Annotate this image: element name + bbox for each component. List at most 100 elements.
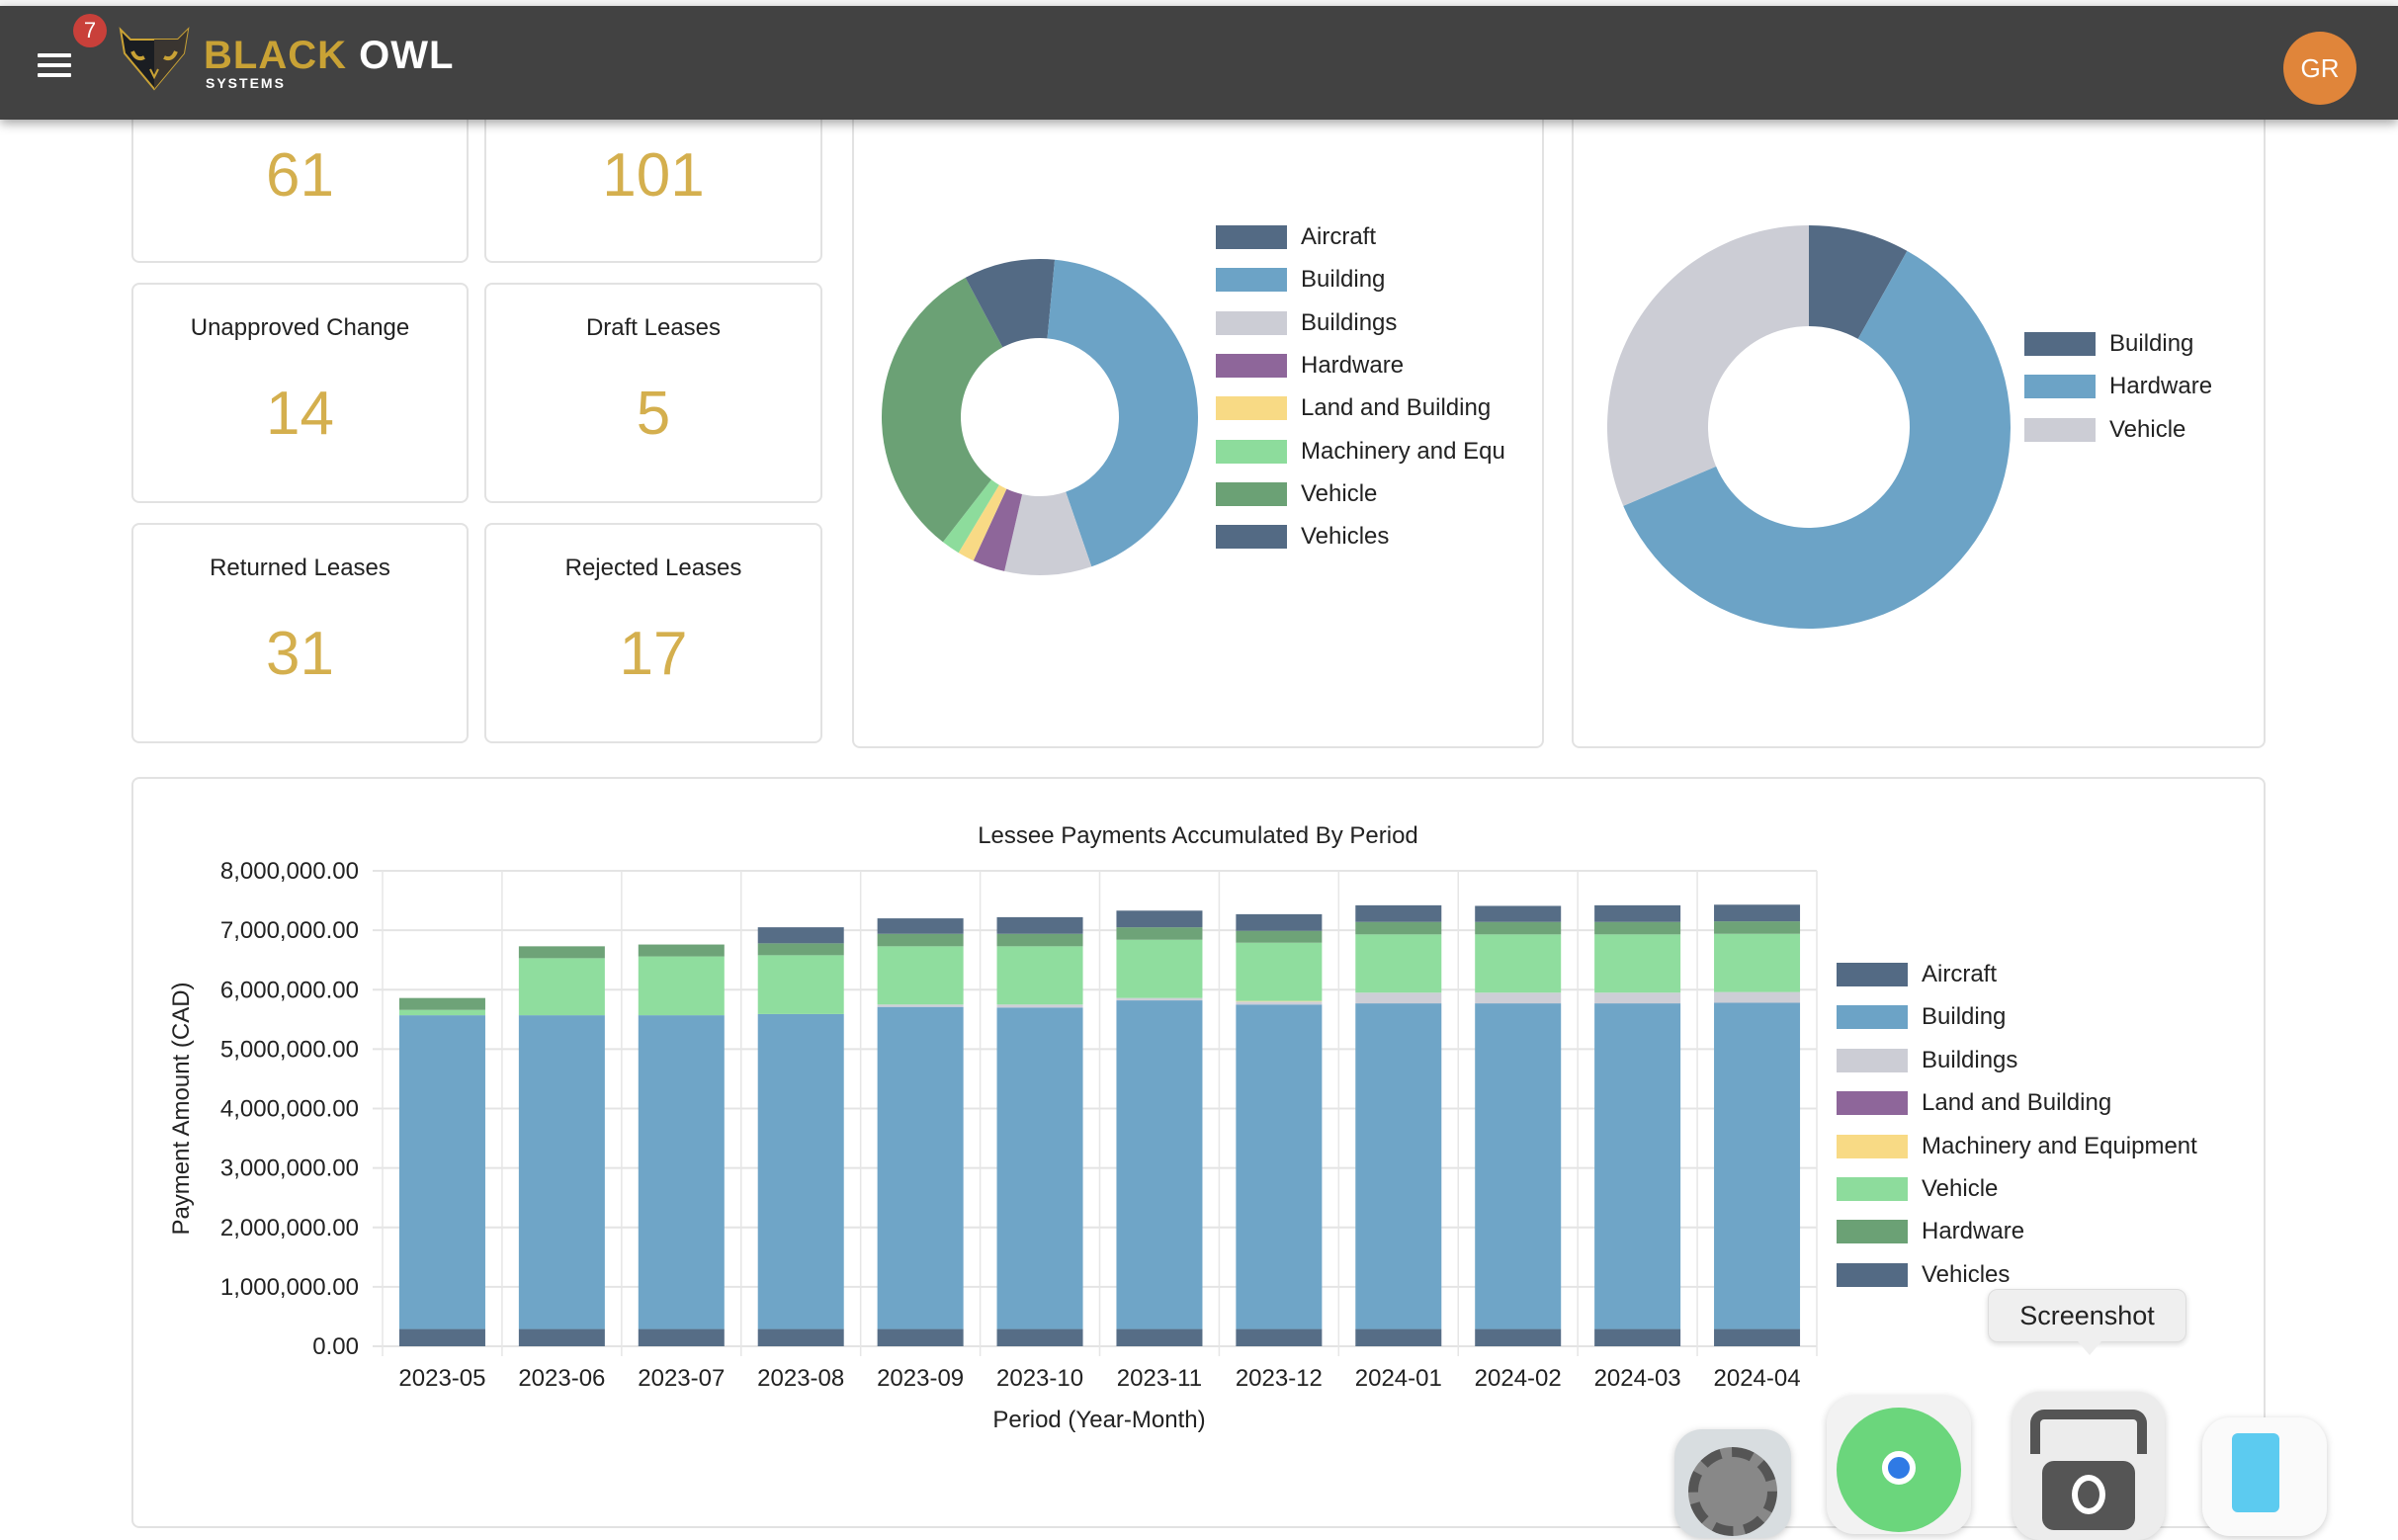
donut-slice-vehicles[interactable] — [965, 259, 1040, 348]
legend-item[interactable]: Vehicle — [1837, 1175, 1998, 1203]
bar-segment-building[interactable] — [1236, 1004, 1323, 1329]
user-avatar[interactable]: GR — [2283, 32, 2356, 105]
bar-segment-vehicles[interactable] — [1236, 913, 1323, 931]
bar-segment-vehicle[interactable] — [1355, 934, 1442, 993]
bar-segment-aircraft[interactable] — [1714, 1328, 1801, 1346]
bar-segment-vehicles[interactable] — [1116, 910, 1203, 928]
bar-segment-buildings[interactable] — [1355, 992, 1442, 1004]
legend-item[interactable]: Hardware — [1216, 352, 1404, 380]
legend-item[interactable]: Building — [1216, 266, 1385, 294]
bar-segment-building[interactable] — [757, 1013, 844, 1329]
notification-badge[interactable]: 7 — [73, 14, 107, 47]
bar-segment-vehicles[interactable] — [1355, 904, 1442, 922]
legend-item[interactable]: Vehicle — [1216, 480, 1377, 508]
bar-segment-buildings[interactable] — [1475, 992, 1562, 1004]
bar-segment-vehicle[interactable] — [638, 956, 725, 1016]
bar-segment-hardware[interactable] — [1116, 927, 1203, 940]
bar-segment-vehicle[interactable] — [1475, 934, 1562, 993]
legend-item[interactable]: Aircraft — [1216, 223, 1376, 251]
bar-segment-building[interactable] — [1714, 1002, 1801, 1329]
bar-segment-hardware[interactable] — [1475, 921, 1562, 935]
bar-segment-aircraft[interactable] — [1355, 1328, 1442, 1346]
bar-segment-building[interactable] — [1355, 1003, 1442, 1329]
legend-item[interactable]: Land and Building — [1837, 1089, 2111, 1117]
bar-segment-building[interactable] — [518, 1015, 605, 1329]
bar-segment-building[interactable] — [1116, 1000, 1203, 1329]
bar-segment-buildings[interactable] — [1116, 997, 1203, 1001]
bar-segment-buildings[interactable] — [1714, 991, 1801, 1003]
find-my-dock-icon[interactable] — [1827, 1396, 1971, 1534]
donut-slice-vehicle[interactable] — [1607, 225, 1809, 506]
bar-segment-aircraft[interactable] — [996, 1328, 1083, 1346]
legend-item[interactable]: Buildings — [1837, 1047, 2017, 1074]
bar-segment-hardware[interactable] — [398, 997, 485, 1010]
bar-segment-buildings[interactable] — [996, 1004, 1083, 1008]
hamburger-menu-icon[interactable] — [38, 53, 71, 79]
logo[interactable]: BLACK OWL SYSTEMS — [117, 26, 454, 91]
legend-item[interactable]: Building — [2024, 330, 2193, 358]
legend-item[interactable]: Vehicle — [2024, 416, 2185, 444]
bar-segment-aircraft[interactable] — [1116, 1328, 1203, 1346]
bar-segment-vehicle[interactable] — [996, 946, 1083, 1005]
screenshot-dock-icon[interactable] — [2013, 1392, 2165, 1540]
bar-segment-aircraft[interactable] — [518, 1328, 605, 1346]
bar-segment-hardware[interactable] — [1236, 930, 1323, 943]
bar-segment-hardware[interactable] — [1594, 921, 1681, 935]
bar-segment-aircraft[interactable] — [1236, 1328, 1323, 1346]
donut-slice-land-and-building[interactable] — [958, 484, 1007, 561]
legend-item[interactable]: Vehicles — [1216, 523, 1389, 551]
system-settings-dock-icon[interactable] — [1674, 1429, 1791, 1538]
bar-segment-vehicle[interactable] — [1236, 942, 1323, 1001]
donut-slice-buildings[interactable] — [1004, 491, 1092, 575]
bar-segment-aircraft[interactable] — [638, 1328, 725, 1346]
bar-segment-machinery-and-equipment[interactable] — [1236, 1000, 1323, 1002]
bar-segment-vehicle[interactable] — [398, 1009, 485, 1016]
bar-segment-aircraft[interactable] — [757, 1328, 844, 1346]
bar-segment-aircraft[interactable] — [1475, 1328, 1562, 1346]
bar-segment-vehicles[interactable] — [757, 927, 844, 944]
bar-segment-hardware[interactable] — [877, 933, 964, 947]
bar-segment-vehicles[interactable] — [996, 916, 1083, 934]
bar-segment-vehicle[interactable] — [757, 955, 844, 1014]
kpi-card-returned-leases[interactable]: Returned Leases 31 — [131, 523, 469, 743]
bar-segment-hardware[interactable] — [1355, 921, 1442, 935]
legend-item[interactable]: Building — [1837, 1003, 2006, 1031]
preview-dock-icon[interactable] — [2202, 1417, 2327, 1536]
bar-segment-building[interactable] — [877, 1006, 964, 1329]
bar-segment-building[interactable] — [638, 1015, 725, 1329]
bar-segment-hardware[interactable] — [996, 933, 1083, 947]
bar-segment-vehicle[interactable] — [1714, 933, 1801, 992]
bar-segment-hardware[interactable] — [757, 943, 844, 956]
bar-segment-vehicles[interactable] — [1475, 905, 1562, 922]
bar-segment-hardware[interactable] — [518, 946, 605, 959]
donut-slice-machinery-and-equ[interactable] — [942, 479, 999, 554]
bar-segment-vehicle[interactable] — [1116, 939, 1203, 998]
legend-item[interactable]: Hardware — [2024, 373, 2212, 400]
donut-slice-building[interactable] — [1809, 225, 1908, 339]
kpi-card-unapproved-change[interactable]: Unapproved Change 14 — [131, 283, 469, 503]
legend-item[interactable]: Hardware — [1837, 1218, 2024, 1245]
kpi-card-rejected-leases[interactable]: Rejected Leases 17 — [484, 523, 822, 743]
legend-item[interactable]: Aircraft — [1837, 961, 1997, 988]
donut-slice-hardware[interactable] — [973, 488, 1023, 571]
bar-segment-buildings[interactable] — [1594, 992, 1681, 1004]
kpi-card-draft-leases[interactable]: Draft Leases 5 — [484, 283, 822, 503]
bar-segment-vehicle[interactable] — [1594, 934, 1681, 993]
bar-segment-building[interactable] — [1594, 1003, 1681, 1329]
bar-segment-building[interactable] — [996, 1007, 1083, 1329]
donut-slice-vehicle[interactable] — [882, 277, 1003, 543]
donut-slice-building[interactable] — [1047, 259, 1198, 567]
bar-segment-buildings[interactable] — [1236, 1001, 1323, 1005]
bar-segment-aircraft[interactable] — [1594, 1328, 1681, 1346]
bar-segment-aircraft[interactable] — [877, 1328, 964, 1346]
legend-item[interactable]: Buildings — [1216, 309, 1397, 337]
donut-slice-aircraft[interactable] — [1040, 259, 1056, 339]
bar-segment-vehicle[interactable] — [518, 958, 605, 1016]
bar-segment-hardware[interactable] — [638, 944, 725, 957]
legend-item[interactable]: Vehicles — [1837, 1261, 2010, 1289]
bar-segment-hardware[interactable] — [1714, 921, 1801, 934]
legend-item[interactable]: Machinery and Equ — [1216, 438, 1505, 466]
donut-slice-hardware[interactable] — [1623, 250, 2011, 629]
bar-segment-vehicles[interactable] — [877, 918, 964, 934]
bar-segment-aircraft[interactable] — [398, 1328, 485, 1346]
